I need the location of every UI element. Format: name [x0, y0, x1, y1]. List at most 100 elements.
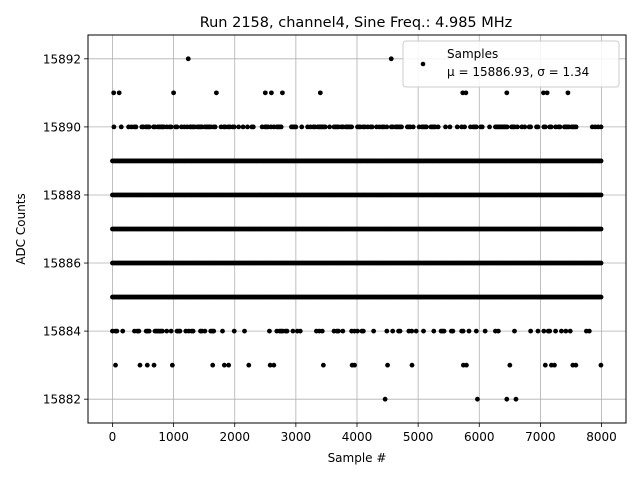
- sample-point: [542, 124, 548, 130]
- y-tick-label: 15892: [43, 52, 81, 66]
- x-tick-label: 4000: [342, 430, 373, 444]
- sample-point: [136, 328, 142, 334]
- legend-label: Samples: [447, 47, 498, 61]
- outlier-point: [113, 362, 118, 368]
- sample-point: [598, 158, 604, 164]
- sample-point: [598, 192, 604, 198]
- outlier-point: [504, 90, 510, 96]
- x-axis-label: Sample #: [328, 451, 387, 465]
- x-tick-label: 7000: [525, 430, 556, 444]
- legend-stats: μ = 15886.93, σ = 1.34: [447, 65, 589, 79]
- sample-point: [297, 328, 303, 334]
- x-tick-label: 0: [109, 430, 117, 444]
- outlier-point: [507, 362, 513, 368]
- sample-point: [146, 124, 152, 130]
- sample-point: [435, 124, 441, 130]
- sample-point: [278, 124, 284, 130]
- outlier-point: [552, 362, 557, 368]
- plot-area: [87, 34, 627, 424]
- sample-point: [146, 328, 152, 334]
- sample-point: [535, 124, 541, 130]
- outlier-point: [475, 396, 480, 402]
- sample-point: [512, 328, 517, 334]
- sample-point: [515, 124, 520, 130]
- sample-point: [473, 328, 479, 334]
- sample-point: [528, 124, 534, 130]
- sample-point: [340, 328, 346, 334]
- sample-point: [164, 328, 170, 334]
- outlier-point: [221, 362, 227, 368]
- outlier-point: [269, 90, 274, 96]
- outlier-point: [144, 362, 150, 368]
- legend-marker: [420, 61, 426, 67]
- y-tick-label: 15890: [43, 120, 81, 134]
- x-tick-label: 6000: [464, 430, 495, 444]
- sample-point: [535, 328, 541, 334]
- sample-point: [133, 124, 139, 130]
- sample-point: [548, 124, 554, 130]
- x-tick-label: 3000: [281, 430, 312, 444]
- sample-point: [327, 124, 333, 130]
- sample-point: [174, 124, 180, 130]
- sample-point: [447, 124, 453, 130]
- legend-box: [402, 40, 620, 88]
- sample-point: [211, 328, 217, 334]
- sample-point: [336, 328, 341, 334]
- sample-points: [110, 56, 604, 402]
- outlier-point: [185, 56, 191, 62]
- sample-point: [454, 124, 460, 130]
- sample-point: [240, 124, 246, 130]
- y-axis-label: ADC Counts: [14, 193, 28, 265]
- sample-point: [399, 124, 404, 130]
- outlier-point: [226, 362, 232, 368]
- outlier-point: [271, 362, 277, 368]
- sample-point: [495, 328, 501, 334]
- sample-point: [299, 124, 305, 130]
- outlier-point: [280, 90, 285, 96]
- sample-point: [369, 124, 375, 130]
- sample-point: [410, 124, 416, 130]
- sample-point: [441, 328, 447, 334]
- sample-point: [450, 328, 456, 334]
- outlier-point: [111, 90, 117, 96]
- sample-point: [443, 124, 448, 130]
- outlier-point: [409, 362, 415, 368]
- y-axis-ticks: 15882 15884 15886 15888 15890 15892: [43, 52, 88, 407]
- sample-point: [482, 328, 488, 334]
- sample-point: [212, 124, 218, 130]
- outlier-point: [388, 56, 394, 62]
- sample-point: [242, 328, 247, 334]
- legend: Samples μ = 15886.93, σ = 1.34: [402, 40, 620, 88]
- sample-point: [547, 328, 553, 334]
- sample-point: [487, 124, 492, 130]
- sample-point: [462, 124, 467, 130]
- sample-point: [284, 328, 290, 334]
- sample-point: [553, 328, 558, 334]
- sample-point: [479, 124, 485, 130]
- x-tick-label: 1000: [158, 430, 189, 444]
- sample-point: [360, 328, 366, 334]
- sample-point: [111, 124, 117, 130]
- sample-point: [168, 124, 174, 130]
- outlier-point: [320, 362, 326, 368]
- sample-point: [598, 124, 604, 130]
- x-tick-label: 8000: [586, 430, 617, 444]
- sample-point: [573, 124, 579, 130]
- outlier-point: [246, 362, 252, 368]
- outlier-point: [262, 90, 268, 96]
- sample-point: [220, 328, 225, 334]
- outlier-point: [116, 90, 122, 96]
- outlier-point: [513, 396, 519, 402]
- x-axis-ticks: 0 1000 2000 3000 4000 5000 6000 7000 8000: [109, 423, 617, 444]
- sample-point: [567, 328, 573, 334]
- sample-point: [322, 124, 328, 130]
- sample-point: [190, 328, 196, 334]
- sample-point: [355, 328, 360, 334]
- sample-point: [557, 124, 563, 130]
- sample-point: [293, 124, 299, 130]
- sample-point: [177, 328, 183, 334]
- sample-point: [390, 328, 396, 334]
- sample-point: [114, 328, 120, 334]
- outlier-point: [382, 396, 388, 402]
- sample-point: [413, 328, 419, 334]
